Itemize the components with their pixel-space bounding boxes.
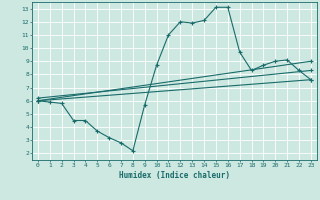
X-axis label: Humidex (Indice chaleur): Humidex (Indice chaleur)	[119, 171, 230, 180]
